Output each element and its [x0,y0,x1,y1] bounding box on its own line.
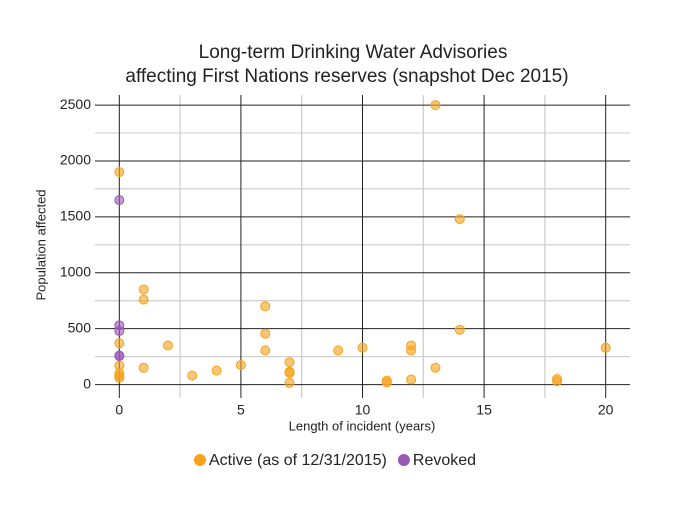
legend-marker [397,454,410,466]
point [114,338,125,349]
y-tick-label: 1500 [60,208,91,224]
x-tick-label: 15 [476,402,492,418]
y-axis-label: Population affected [33,189,48,300]
y-tick-label: 2500 [60,96,91,112]
point [284,357,295,368]
point [138,284,149,295]
x-tick-label: 20 [598,402,614,418]
point [114,351,125,362]
point [138,362,149,373]
point [454,214,465,225]
point [211,365,222,376]
point [284,377,295,388]
point [333,345,344,356]
point [162,340,173,351]
point [430,362,441,373]
point [430,100,441,111]
point [454,324,465,335]
point [260,328,271,339]
point [187,370,198,381]
point [114,167,125,178]
x-tick-label: 10 [355,402,371,418]
y-tick-label: 500 [68,319,92,335]
point [357,342,368,353]
point [260,345,271,356]
x-axis-label: Length of incident (years) [289,418,436,433]
y-tick-label: 1000 [60,263,91,279]
legend-label: Active (as of 12/31/2015) [209,452,387,469]
point [114,325,125,336]
y-tick-label: 0 [83,375,91,391]
x-tick-label: 0 [115,402,123,418]
point [600,342,611,353]
point [260,301,271,312]
x-tick-label: 5 [237,402,245,418]
legend-label: Revoked [413,452,476,469]
point [381,377,392,388]
y-tick-label: 2000 [60,152,91,168]
point [406,345,417,356]
point [284,367,295,378]
point [138,294,149,305]
chart-title: Long-term Drinking Water Advisories [199,42,508,63]
point [552,376,563,387]
legend-marker [194,454,206,466]
point [406,374,417,385]
chart-subtitle: affecting First Nations reserves (snapsh… [125,66,568,87]
point [114,195,125,206]
point [235,360,246,371]
point [114,372,125,383]
